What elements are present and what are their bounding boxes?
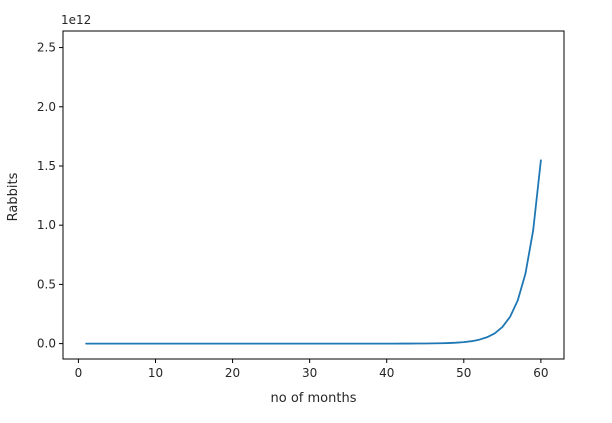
axes: 0 10 20 30 40 50 60 0.0 0.5 1.0 1.5 2.0 2.5 bbox=[37, 30, 565, 380]
series-line-0 bbox=[85, 159, 542, 345]
x-axis-label: no of months bbox=[271, 391, 357, 406]
x-tick-label: 0 bbox=[75, 366, 83, 380]
x-tick-label: 40 bbox=[379, 366, 394, 380]
x-tick-label: 50 bbox=[456, 366, 471, 380]
y-tick-label: 1.0 bbox=[37, 218, 56, 232]
y-axis-label: Rabbits bbox=[6, 172, 21, 221]
x-tick-label: 10 bbox=[148, 366, 163, 380]
x-tick-label: 30 bbox=[302, 366, 317, 380]
y-tick-label: 0.0 bbox=[37, 337, 56, 351]
y-tick-label: 0.5 bbox=[37, 277, 56, 291]
x-tick-label: 60 bbox=[533, 366, 548, 380]
y-tick-label: 2.5 bbox=[37, 41, 56, 55]
y-offset-label: 1e12 bbox=[61, 13, 91, 27]
plot-area bbox=[85, 159, 542, 345]
y-tick-label: 2.0 bbox=[37, 100, 56, 114]
y-tick-label: 1.5 bbox=[37, 159, 56, 173]
x-tick-label: 20 bbox=[225, 366, 240, 380]
plot-frame bbox=[62, 30, 565, 360]
